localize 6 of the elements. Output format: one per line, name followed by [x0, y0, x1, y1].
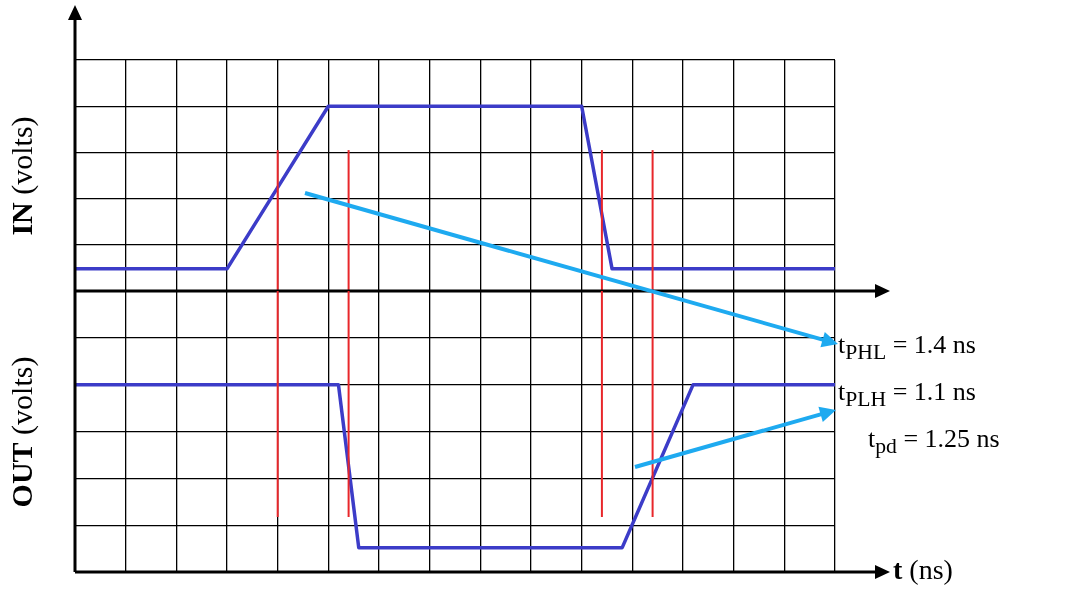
text: t$_{PHL}$ = 1.4 ns	[838, 330, 976, 366]
x-axis-title: t (ns)	[893, 554, 953, 586]
text: t$_{pd}$ = 1.25 ns	[868, 424, 1000, 460]
y-axis-title: OUT (volts)	[5, 356, 39, 507]
y-axis-title: IN (volts)	[5, 115, 39, 236]
text: t$_{PLH}$ = 1.1 ns	[838, 377, 976, 413]
